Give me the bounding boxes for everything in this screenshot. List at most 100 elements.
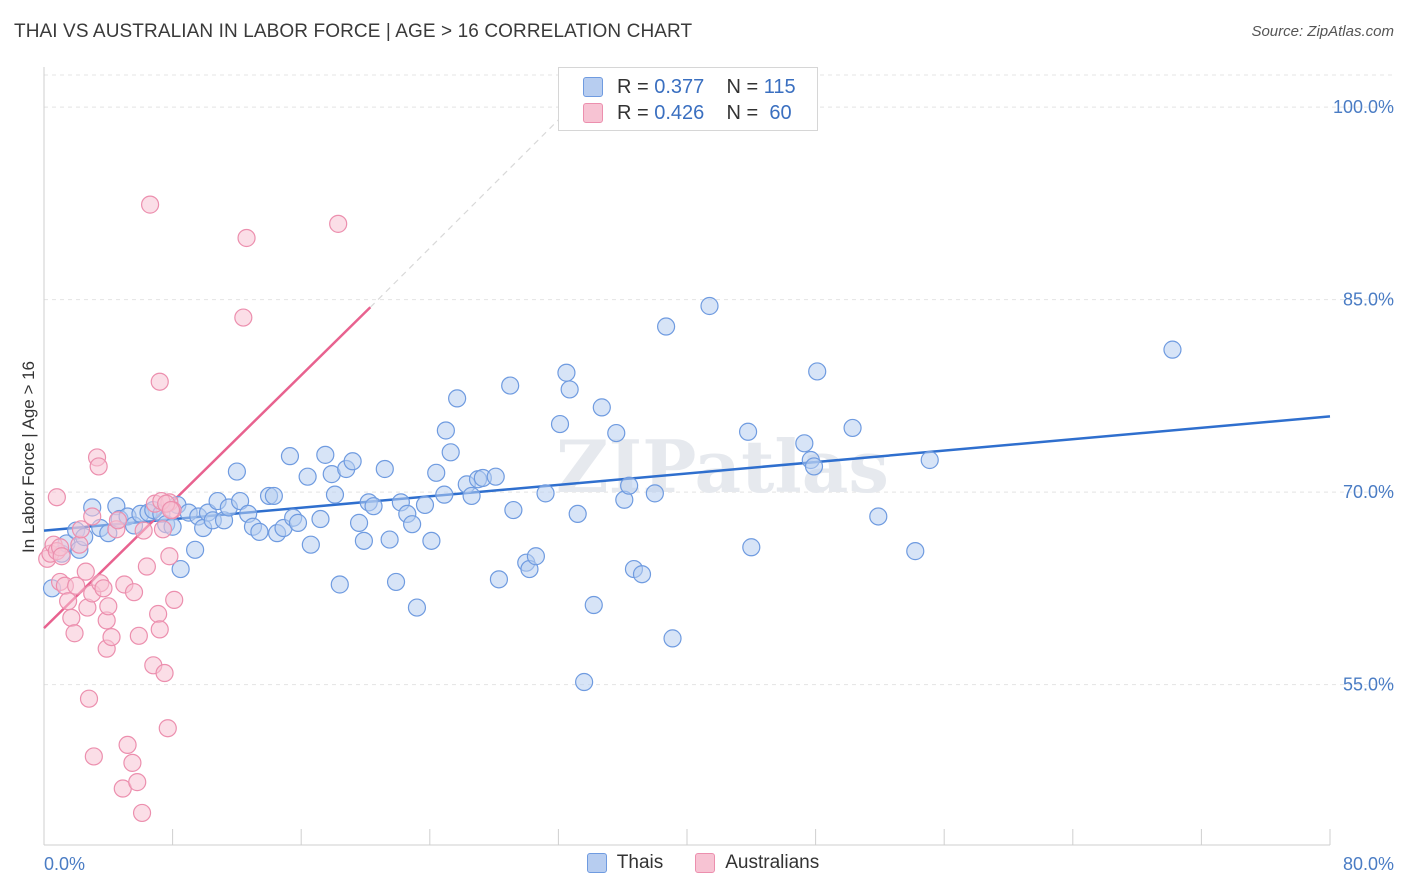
data-point: [407, 598, 427, 617]
legend-row-australians: R = 0.426 N = 60: [583, 101, 792, 125]
data-point: [526, 547, 545, 566]
data-point: [94, 579, 113, 598]
data-point: [150, 620, 169, 639]
data-point: [89, 457, 108, 476]
thais-trend-line: [43, 415, 1331, 532]
watermark: ZIPatlas: [556, 424, 889, 509]
data-point: [386, 572, 406, 592]
y-tick-label: 85.0%: [1343, 290, 1394, 310]
data-point: [843, 418, 862, 438]
data-point: [83, 507, 102, 526]
data-point: [124, 583, 144, 602]
data-point: [65, 624, 84, 643]
thais-swatch: [583, 77, 603, 97]
data-point: [171, 559, 190, 579]
legend-row-thais: R = 0.377 N = 115: [583, 75, 796, 99]
data-point: [349, 513, 369, 532]
data-point: [234, 308, 253, 327]
data-point: [584, 595, 603, 615]
trend-lines: [43, 119, 1331, 630]
axes: [43, 67, 1331, 846]
data-point: [153, 520, 173, 539]
data-point: [620, 476, 639, 495]
data-point: [462, 486, 481, 506]
data-point: [118, 735, 137, 755]
data-point: [132, 803, 152, 823]
data-point: [129, 626, 148, 645]
data-point: [123, 753, 142, 772]
r-label: R =: [617, 101, 649, 124]
data-point: [557, 363, 576, 382]
data-point: [59, 592, 78, 611]
data-point: [427, 463, 446, 482]
legend-item-thais: Thais: [586, 852, 664, 874]
data-point: [161, 500, 181, 520]
data-point: [422, 531, 441, 550]
data-point: [364, 497, 383, 516]
australians-swatch: [583, 103, 603, 123]
source-label: Source: ZipAtlas.com: [1251, 23, 1394, 40]
data-point: [441, 443, 460, 462]
data-point: [504, 500, 523, 520]
r-label: R =: [617, 75, 649, 98]
data-point: [99, 597, 118, 616]
legend-label-thais: Thais: [616, 852, 664, 873]
data-point: [280, 447, 300, 466]
data-point: [436, 421, 455, 440]
data-point: [448, 389, 467, 408]
data-point: [311, 509, 330, 529]
data-point: [264, 486, 283, 506]
data-point: [140, 195, 160, 214]
data-point: [435, 485, 454, 504]
data-point: [486, 467, 505, 486]
legend-label-australians: Australians: [725, 852, 820, 873]
data-point: [560, 380, 579, 399]
data-point: [738, 422, 758, 441]
data-point: [808, 362, 827, 381]
y-axis-label: In Labor Force | Age > 16: [19, 361, 38, 553]
data-point: [906, 542, 925, 561]
data-point: [489, 570, 509, 589]
data-point: [403, 515, 422, 534]
data-point: [343, 452, 362, 471]
data-point: [102, 627, 121, 647]
data-point: [155, 663, 174, 683]
n-label: N =: [726, 75, 759, 98]
data-point: [536, 484, 555, 503]
thais-legend-swatch: [586, 853, 607, 873]
data-point: [501, 376, 520, 395]
data-point: [607, 423, 626, 443]
data-point: [301, 535, 320, 554]
n-value-australians: 60: [769, 101, 792, 124]
data-point: [47, 488, 66, 507]
data-point: [137, 557, 156, 576]
australians-trend-extension: [369, 119, 559, 308]
data-point: [632, 565, 652, 584]
tick-labels: 55.0% 70.0% 85.0% 100.0% 0.0% 80.0%: [44, 97, 1394, 874]
data-point: [298, 467, 317, 486]
data-point: [375, 459, 394, 479]
data-point: [231, 491, 250, 511]
data-point: [742, 538, 761, 557]
chart-title: THAI VS AUSTRALIAN IN LABOR FORCE | AGE …: [14, 21, 693, 42]
data-point: [568, 504, 587, 524]
data-point: [150, 372, 169, 391]
data-point: [795, 434, 814, 453]
data-point: [380, 530, 399, 549]
data-point: [158, 719, 177, 738]
data-point: [920, 450, 939, 470]
data-point: [415, 495, 435, 515]
data-point: [71, 520, 91, 539]
data-point: [76, 562, 95, 581]
data-point: [108, 511, 128, 530]
data-point: [575, 672, 594, 692]
data-point: [70, 535, 89, 554]
data-point: [250, 522, 269, 541]
data-point: [657, 317, 676, 336]
n-label: N =: [726, 101, 759, 124]
correlation-legend: R = 0.377 N = 115 R = 0.426 N = 60: [558, 67, 818, 131]
data-point: [237, 228, 256, 248]
data-point: [128, 773, 147, 792]
data-point: [316, 445, 335, 464]
r-value-australians: 0.426: [654, 101, 705, 124]
